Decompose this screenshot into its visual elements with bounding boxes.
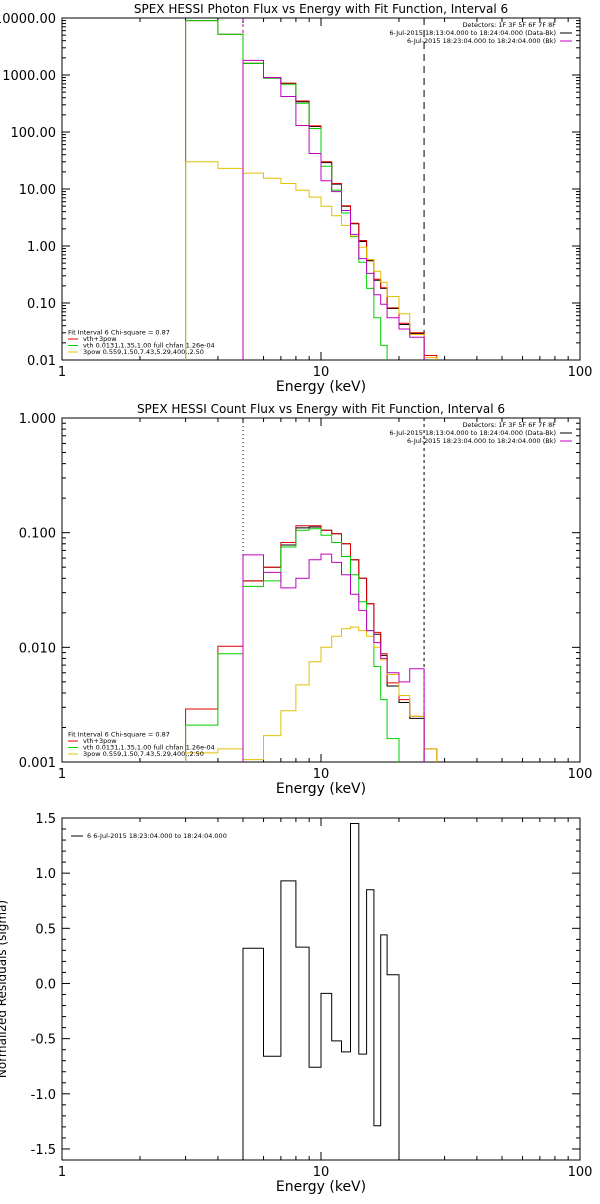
x-axis-label: Energy (keV) — [276, 1179, 366, 1195]
y-tick-label: -1.0 — [31, 1088, 56, 1103]
y-tick-label: 1.00 — [27, 240, 56, 255]
legend-top-line: 6-Jul-2015 18:13:04.000 to 18:24:04.000 … — [389, 29, 556, 37]
plot-frame — [61, 817, 581, 1161]
legend-top-line: 6-Jul-2015 18:13:04.000 to 18:24:04.000 … — [389, 429, 556, 437]
legend-bottom-line: Fit Interval 6 Chi-square = 0.87 — [68, 329, 170, 337]
y-tick-label: 1.5 — [35, 812, 56, 827]
chart-panel-1: 1 10 100 0.01 0.10 1.00 10.00 100.00 1000.00 1000… — [0, 2, 593, 395]
y-tick-label: 0.100 — [19, 527, 56, 542]
y-tick-label: -0.5 — [31, 1033, 56, 1048]
series-group — [242, 823, 400, 1160]
legend-bottom-line: Fit Interval 6 Chi-square = 0.87 — [68, 731, 170, 739]
series-line — [185, 20, 388, 360]
plot-frame — [61, 417, 581, 763]
y-tick-label: 100.00 — [11, 126, 57, 141]
y-tick-label: 10.00 — [19, 183, 56, 198]
y-tick-label: 1000.00 — [2, 69, 56, 84]
y-tick-label: 0.001 — [19, 756, 56, 771]
y-tick-label: 1.000 — [19, 412, 56, 427]
y-axis-label: Normalized Residuals (sigma) — [0, 900, 9, 1078]
y-tick-label: -1.5 — [31, 1143, 56, 1158]
x-tick-label: 10 — [313, 767, 330, 782]
x-tick-label: 1 — [58, 1165, 66, 1180]
chart-title: SPEX HESSI Photon Flux vs Energy with Fi… — [134, 2, 508, 16]
legend-top-line: 6-Jul-2015 18:23:04.000 to 18:24:04.000 … — [407, 37, 556, 45]
y-tick-label: 0.010 — [19, 641, 56, 656]
legend-top-line: Detectors: 1F 3F 5F 6F 7F 8F — [462, 21, 556, 29]
legend-bottom-line: vth+3pow — [83, 737, 117, 745]
series-line — [185, 161, 438, 360]
legend-bottom-line: vth 0.0131,1.35,1.00 full chfan 1.26e-04 — [83, 342, 215, 350]
legend-bottom-line: 3pow 0.559,1.50,7.43,5.29,400.,2.50 — [83, 348, 204, 356]
legend-top-line: 6-Jul-2015 18:23:04.000 to 18:24:04.000 … — [407, 437, 556, 445]
chart-panel-2: 1 10 100 0.001 0.010 0.100 1.000 SPEX HESSI Cou… — [19, 402, 593, 797]
x-axis-label: Energy (keV) — [276, 379, 366, 395]
legend-bottom-line: vth 0.0131,1.35,1.00 full chfan 1.26e-04 — [83, 744, 215, 752]
y-tick-label: 0.01 — [27, 354, 56, 369]
series-line — [242, 553, 425, 762]
y-tick-label: 0.0 — [35, 977, 56, 992]
y-tick-label: 0.10 — [27, 297, 56, 312]
series-line — [242, 526, 425, 762]
x-tick-label: 100 — [568, 1165, 593, 1180]
x-tick-label: 100 — [568, 767, 593, 782]
series-group — [185, 525, 438, 762]
legend-bottom-line: vth+3pow — [83, 335, 117, 343]
legend-bottom-line: 3pow 0.559,1.50,7.43,5.29,400.,2.50 — [83, 750, 204, 758]
legend-top-line: Detectors: 1F 3F 5F 6F 7F 8F — [462, 421, 556, 429]
chart-title: SPEX HESSI Count Flux vs Energy with Fit… — [137, 402, 505, 416]
y-tick-label: 10000.00 — [0, 12, 56, 27]
x-tick-label: 1 — [58, 767, 66, 782]
x-axis-label: Energy (keV) — [276, 781, 366, 797]
x-tick-label: 1 — [58, 365, 66, 380]
series-line — [242, 823, 400, 1160]
series-group — [185, 20, 438, 360]
series-line — [185, 626, 438, 762]
x-tick-label: 10 — [313, 365, 330, 380]
series-line — [242, 59, 425, 360]
chart-panel-3: 1 10 100 -1.5 -1.0 -0.5 0.0 0.5 1.0 1.5 Energy (ke… — [0, 812, 593, 1195]
series-line — [242, 62, 425, 360]
series-line — [185, 528, 400, 762]
series-line — [185, 20, 438, 360]
y-tick-label: 1.0 — [35, 867, 56, 882]
x-tick-label: 100 — [568, 365, 593, 380]
x-tick-label: 10 — [313, 1165, 330, 1180]
y-tick-label: 0.5 — [35, 922, 56, 937]
plot-frame — [61, 17, 581, 361]
legend-top-line: 6 6-Jul-2015 18:23:04.000 to 18:24:04.00… — [87, 832, 227, 840]
